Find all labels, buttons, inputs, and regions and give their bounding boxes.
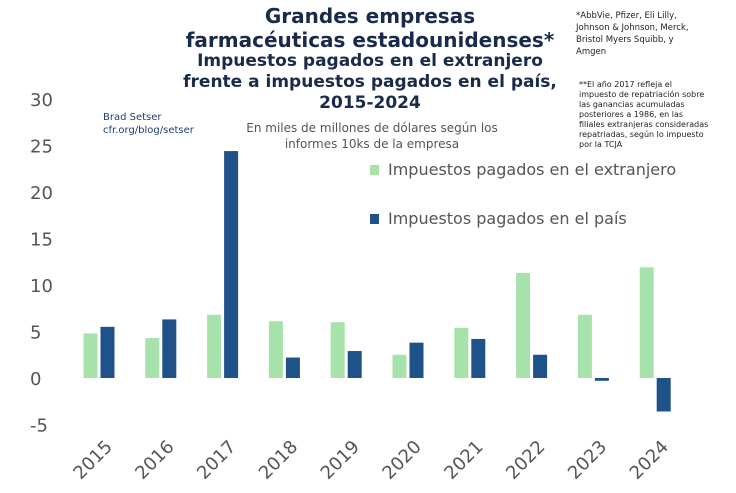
y-tick-label: 5 xyxy=(30,323,41,344)
bar-domestic xyxy=(162,319,177,378)
bar-foreign xyxy=(577,314,592,378)
bar-domestic xyxy=(594,378,609,381)
bar-foreign xyxy=(639,267,654,378)
bar-foreign xyxy=(454,327,469,378)
bar-foreign xyxy=(268,321,283,378)
bar-domestic xyxy=(285,357,300,378)
x-tick-label: 2022 xyxy=(502,436,549,483)
units-note: En miles de millones de dólares según lo… xyxy=(246,121,498,151)
bar-foreign xyxy=(330,322,345,378)
y-tick-label: 20 xyxy=(30,183,53,204)
legend-item-domestic: Impuestos pagados en el país xyxy=(370,209,627,228)
y-tick-label: 25 xyxy=(30,137,53,158)
bar-domestic xyxy=(471,338,486,378)
x-tick-label: 2020 xyxy=(378,436,425,483)
x-tick-label: 2019 xyxy=(317,436,364,483)
x-tick-label: 2018 xyxy=(255,436,302,483)
bar-foreign xyxy=(516,272,531,378)
bar-foreign xyxy=(392,354,407,378)
legend-label-domestic: Impuestos pagados en el país xyxy=(388,209,627,228)
y-tick-label: 0 xyxy=(30,369,41,390)
chart-subtitle: Impuestos pagados en el extranjero frent… xyxy=(183,51,557,113)
y-tick-label: 15 xyxy=(30,230,53,251)
bar-domestic xyxy=(533,354,548,378)
bar-domestic xyxy=(100,326,115,378)
x-tick-label: 2024 xyxy=(626,436,673,483)
x-tick-label: 2023 xyxy=(564,436,611,483)
x-tick-label: 2015 xyxy=(69,436,116,483)
chart-title: Grandes empresas farmacéuticas estadouni… xyxy=(185,4,555,52)
y-tick-label: 10 xyxy=(30,276,53,297)
legend-swatch-domestic xyxy=(370,213,379,224)
x-tick-label: 2016 xyxy=(131,436,178,483)
footnote-2017: **El año 2017 refleja el impuesto de rep… xyxy=(579,80,709,149)
footnote-companies: *AbbVie, Pfizer, Eli Lilly, Johnson & Jo… xyxy=(576,11,689,57)
y-tick-label: -5 xyxy=(30,416,48,437)
bar-domestic xyxy=(409,342,424,378)
bar-foreign xyxy=(83,333,98,378)
bar-foreign xyxy=(207,314,222,378)
legend-label-foreign: Impuestos pagados en el extranjero xyxy=(388,160,677,179)
y-tick-label: 30 xyxy=(30,90,53,111)
bar-foreign xyxy=(145,338,160,378)
legend-item-foreign: Impuestos pagados en el extranjero xyxy=(370,160,676,179)
author-credit: Brad Setser cfr.org/blog/setser xyxy=(103,112,194,136)
x-tick-label: 2017 xyxy=(193,436,240,483)
legend-swatch-foreign xyxy=(370,164,379,175)
bar-domestic xyxy=(224,151,239,378)
x-tick-label: 2021 xyxy=(440,436,487,483)
bar-domestic xyxy=(656,378,671,412)
bar-domestic xyxy=(347,351,362,378)
